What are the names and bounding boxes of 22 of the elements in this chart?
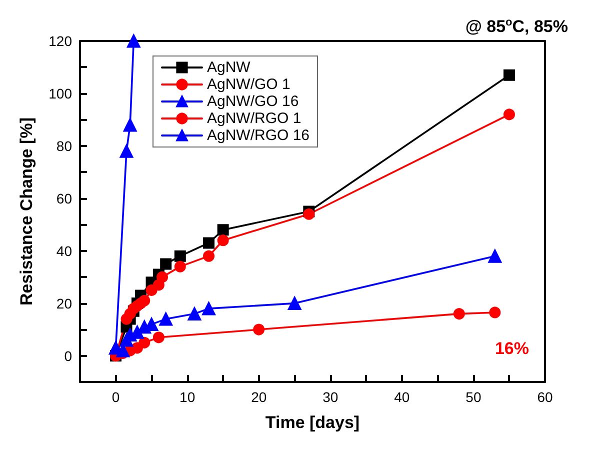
y-tick-label: 80 bbox=[56, 138, 72, 154]
legend-label: AgNW/GO 16 bbox=[207, 93, 299, 110]
x-tick-label: 10 bbox=[180, 389, 196, 405]
legend-label: AgNW bbox=[207, 59, 252, 76]
x-tick-label: 60 bbox=[537, 389, 553, 405]
x-tick-label: 40 bbox=[394, 389, 410, 405]
annotation: 16% bbox=[494, 339, 530, 358]
y-axis-title: Resistance Change [%] bbox=[17, 118, 36, 306]
y-tick-label: 40 bbox=[56, 242, 72, 259]
x-tick-label: 50 bbox=[466, 389, 482, 405]
x-tick-label: 30 bbox=[322, 389, 338, 405]
x-tick-label: 20 bbox=[251, 389, 267, 405]
y-tick-label: 120 bbox=[48, 33, 72, 49]
x-axis-title: Time [days] bbox=[265, 413, 360, 432]
y-tick-label: 0 bbox=[64, 348, 72, 364]
legend-label: AgNW/RGO 16 bbox=[207, 127, 310, 144]
legend-label: AgNW/GO 1 bbox=[207, 76, 290, 93]
y-tick-label: 20 bbox=[56, 295, 72, 312]
y-tick-label: 60 bbox=[56, 190, 72, 206]
legend-label: AgNW/RGO 1 bbox=[207, 110, 302, 127]
x-tick-label: 0 bbox=[112, 389, 120, 405]
y-tick-label: 100 bbox=[48, 85, 72, 102]
